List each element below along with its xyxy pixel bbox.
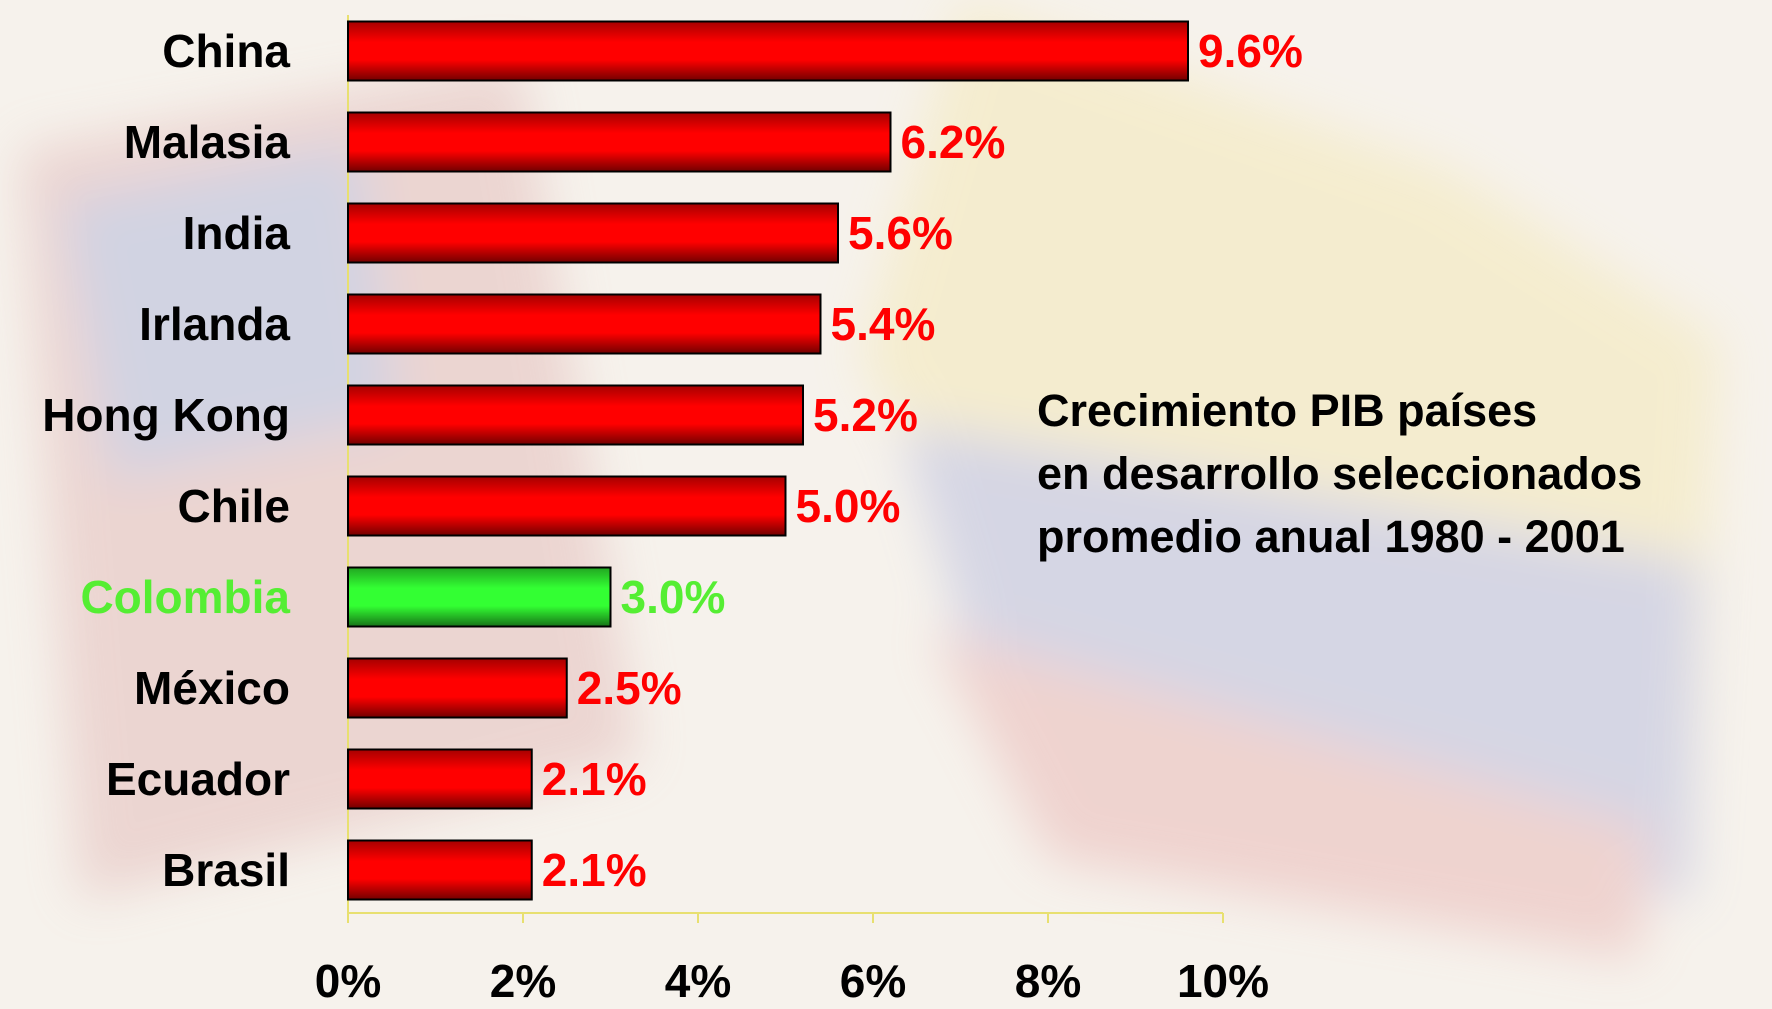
bar-shade xyxy=(348,295,821,354)
value-label: 5.0% xyxy=(796,480,901,532)
y-tick-label: Chile xyxy=(178,480,290,532)
x-tick-label: 2% xyxy=(490,955,556,1007)
bar-shade xyxy=(348,568,611,627)
bar-shade xyxy=(348,841,532,900)
chart-title: promedio anual 1980 - 2001 xyxy=(1037,511,1625,562)
bar-shade xyxy=(348,113,891,172)
chart: Crecimiento PIB países en desarrollo sel… xyxy=(0,0,1772,1009)
value-label: 5.6% xyxy=(848,207,953,259)
value-label: 5.4% xyxy=(831,298,936,350)
x-tick-label: 0% xyxy=(315,955,381,1007)
y-tick-label: China xyxy=(162,25,290,77)
bar-shade xyxy=(348,750,532,809)
y-tick-label: Irlanda xyxy=(139,298,290,350)
page: Crecimiento PIB países en desarrollo sel… xyxy=(0,0,1772,1009)
x-tick-label: 10% xyxy=(1177,955,1269,1007)
value-label: 2.5% xyxy=(577,662,682,714)
y-tick-label: Malasia xyxy=(124,116,291,168)
x-tick-label: 4% xyxy=(665,955,731,1007)
value-label: 5.2% xyxy=(813,389,918,441)
bar-shade xyxy=(348,386,803,445)
value-label: 2.1% xyxy=(542,844,647,896)
chart-title: Crecimiento PIB países xyxy=(1037,385,1537,436)
bar-shade xyxy=(348,659,567,718)
y-tick-label: Brasil xyxy=(162,844,290,896)
bar-shade xyxy=(348,204,838,263)
y-tick-label: Hong Kong xyxy=(42,389,290,441)
y-tick-label: Colombia xyxy=(80,571,290,623)
bar-shade xyxy=(348,477,786,536)
value-label: 3.0% xyxy=(621,571,726,623)
bar-shade xyxy=(348,22,1188,81)
y-tick-label: México xyxy=(134,662,290,714)
chart-title: en desarrollo seleccionados xyxy=(1037,448,1642,499)
x-tick-label: 6% xyxy=(840,955,906,1007)
value-label: 9.6% xyxy=(1198,25,1303,77)
x-tick-label: 8% xyxy=(1015,955,1081,1007)
y-tick-label: Ecuador xyxy=(106,753,290,805)
value-label: 6.2% xyxy=(901,116,1006,168)
y-tick-label: India xyxy=(183,207,291,259)
value-label: 2.1% xyxy=(542,753,647,805)
